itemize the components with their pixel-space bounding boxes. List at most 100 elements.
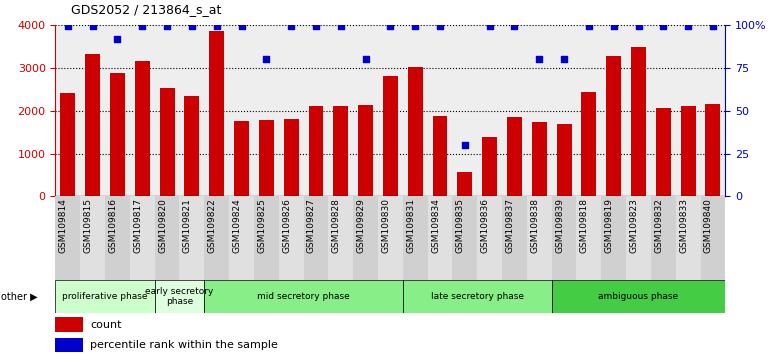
Bar <box>408 67 423 196</box>
Bar <box>606 56 621 196</box>
Bar <box>55 196 80 280</box>
Text: GSM109823: GSM109823 <box>630 198 638 253</box>
Bar <box>701 196 725 280</box>
Bar <box>383 76 398 196</box>
Bar <box>403 280 551 313</box>
Text: GSM109835: GSM109835 <box>456 198 465 253</box>
Text: GSM109836: GSM109836 <box>480 198 490 253</box>
Text: GSM109828: GSM109828 <box>332 198 341 253</box>
Bar <box>676 196 701 280</box>
Bar <box>378 196 403 280</box>
Text: GSM109825: GSM109825 <box>257 198 266 253</box>
Point <box>186 24 198 29</box>
Bar <box>551 280 725 313</box>
Bar <box>477 196 502 280</box>
Text: mid secretory phase: mid secretory phase <box>257 292 350 301</box>
Bar <box>453 196 477 280</box>
Text: GSM109820: GSM109820 <box>158 198 167 253</box>
Text: GSM109840: GSM109840 <box>704 198 713 253</box>
Point <box>62 24 74 29</box>
Point <box>707 24 719 29</box>
Point <box>86 24 99 29</box>
Text: GSM109819: GSM109819 <box>604 198 614 253</box>
Point <box>409 24 421 29</box>
Text: GSM109831: GSM109831 <box>407 198 415 253</box>
Point <box>434 24 446 29</box>
Text: GSM109818: GSM109818 <box>580 198 589 253</box>
Bar <box>681 106 695 196</box>
Text: GSM109817: GSM109817 <box>133 198 142 253</box>
Text: GSM109827: GSM109827 <box>307 198 316 253</box>
Text: late secretory phase: late secretory phase <box>430 292 524 301</box>
Point <box>112 36 124 41</box>
Bar <box>185 96 199 196</box>
Bar <box>427 196 453 280</box>
Text: GSM109837: GSM109837 <box>505 198 514 253</box>
Text: GSM109834: GSM109834 <box>431 198 440 253</box>
Bar <box>303 196 328 280</box>
Text: percentile rank within the sample: percentile rank within the sample <box>90 340 278 350</box>
Bar <box>656 108 671 196</box>
Point <box>236 24 248 29</box>
Bar <box>60 93 75 196</box>
Point <box>682 24 695 29</box>
Bar <box>651 196 676 280</box>
Text: GSM109832: GSM109832 <box>654 198 663 253</box>
Bar <box>328 196 353 280</box>
Point <box>608 24 620 29</box>
Bar <box>577 196 601 280</box>
Bar <box>333 106 348 196</box>
Bar <box>130 196 155 280</box>
Bar <box>403 196 427 280</box>
Point <box>657 24 669 29</box>
Bar <box>433 116 447 196</box>
Point <box>508 24 521 29</box>
Bar <box>155 196 179 280</box>
Text: ambiguous phase: ambiguous phase <box>598 292 678 301</box>
Bar <box>482 137 497 196</box>
Text: GDS2052 / 213864_s_at: GDS2052 / 213864_s_at <box>71 3 221 16</box>
Text: GSM109816: GSM109816 <box>109 198 118 253</box>
Text: GSM109829: GSM109829 <box>357 198 366 253</box>
Bar <box>551 196 577 280</box>
Text: GSM109815: GSM109815 <box>84 198 92 253</box>
Bar <box>105 196 130 280</box>
Bar <box>502 196 527 280</box>
Bar <box>55 338 83 352</box>
Bar <box>204 280 403 313</box>
Bar <box>254 196 279 280</box>
Text: GSM109822: GSM109822 <box>208 198 216 253</box>
Bar <box>601 196 626 280</box>
Bar <box>283 119 299 196</box>
Bar <box>279 196 303 280</box>
Point <box>632 24 644 29</box>
Bar <box>581 92 596 196</box>
Bar <box>527 196 551 280</box>
Bar <box>85 53 100 196</box>
Bar <box>179 196 204 280</box>
Text: GSM109824: GSM109824 <box>233 198 242 253</box>
Bar <box>457 172 472 196</box>
Bar <box>155 280 204 313</box>
Bar <box>358 105 373 196</box>
Bar <box>55 280 155 313</box>
Bar <box>705 104 721 196</box>
Point <box>310 24 322 29</box>
Bar <box>110 73 125 196</box>
Text: GSM109839: GSM109839 <box>555 198 564 253</box>
Bar <box>229 196 254 280</box>
Text: early secretory
phase: early secretory phase <box>146 287 214 306</box>
Text: GSM109833: GSM109833 <box>679 198 688 253</box>
Text: GSM109830: GSM109830 <box>381 198 390 253</box>
Text: proliferative phase: proliferative phase <box>62 292 148 301</box>
Point <box>210 24 223 29</box>
Bar <box>507 118 522 196</box>
Point <box>161 24 173 29</box>
Bar <box>55 317 83 332</box>
Bar <box>135 61 149 196</box>
Bar <box>626 196 651 280</box>
Point <box>136 24 149 29</box>
Bar <box>353 196 378 280</box>
Point <box>360 56 372 62</box>
Bar <box>309 106 323 196</box>
